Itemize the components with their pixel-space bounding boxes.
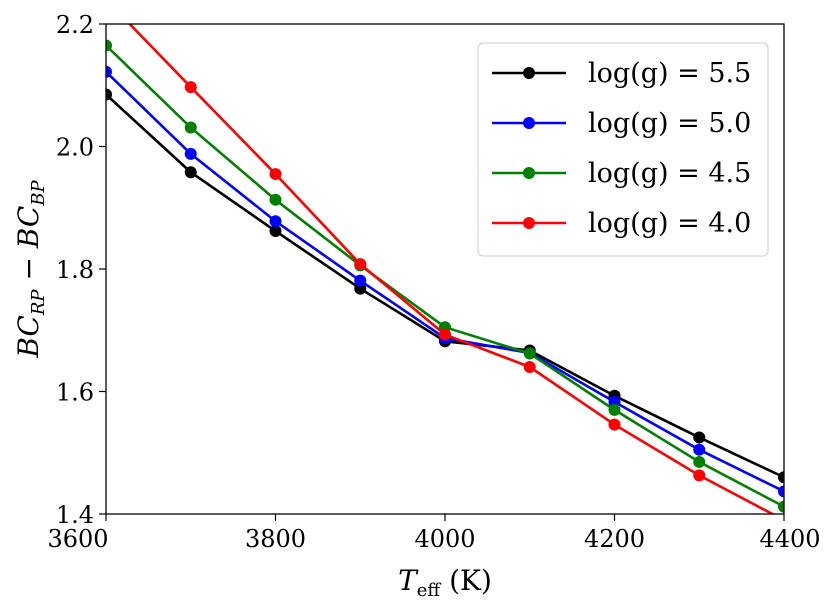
- legend-entry: log(g) = 4.5: [492, 158, 751, 189]
- data-point: [693, 455, 706, 468]
- x-tick-label: 3600: [47, 525, 108, 553]
- x-tick-label: 3800: [245, 525, 306, 553]
- data-point: [269, 168, 282, 181]
- data-point: [184, 121, 197, 134]
- data-point: [778, 500, 784, 513]
- data-point: [269, 225, 282, 238]
- legend: log(g) = 5.5 log(g) = 5.0 log(g) = 4.5 log(…: [477, 42, 769, 257]
- data-point: [106, 65, 112, 78]
- y-tick-label: 2.0: [56, 134, 94, 162]
- legend-box: [477, 42, 769, 257]
- ticks-layer: 3600 3800 4000 4200 4400 1.4 1.6 1.8 2.0 2.2: [47, 11, 820, 553]
- legend-label: log(g) = 4.5: [588, 158, 751, 189]
- legend-marker: [523, 217, 535, 229]
- data-point: [354, 274, 367, 287]
- data-point: [106, 88, 112, 101]
- data-point: [693, 431, 706, 444]
- legend-marker: [523, 67, 535, 79]
- data-point: [778, 471, 784, 484]
- series-layer: [100, 0, 784, 514]
- data-point: [184, 166, 197, 179]
- data-point: [269, 215, 282, 228]
- y-tick-label: 1.8: [56, 256, 94, 284]
- y-tick-label: 2.2: [56, 11, 94, 39]
- y-axis-label: BCRP − BCBP: [12, 179, 49, 358]
- data-point: [693, 469, 706, 482]
- data-point: [523, 361, 536, 373]
- data-point: [100, 0, 112, 6]
- legend-label: log(g) = 5.0: [588, 108, 751, 139]
- data-point: [184, 81, 197, 94]
- x-tick-label: 4000: [414, 525, 475, 553]
- legend-label: log(g) = 5.5: [588, 58, 751, 89]
- data-point: [523, 347, 536, 360]
- legend-marker: [523, 117, 535, 129]
- data-point: [608, 418, 621, 431]
- x-tick-label: 4400: [759, 525, 820, 553]
- x-tick-label: 4200: [584, 525, 645, 553]
- y-tick-label: 1.4: [56, 501, 94, 529]
- legend-entry: log(g) = 5.0: [492, 108, 751, 139]
- data-point: [693, 443, 706, 456]
- data-point: [608, 403, 621, 416]
- series-3: [100, 0, 776, 514]
- data-point: [106, 39, 112, 52]
- legend-marker: [523, 167, 535, 179]
- x-axis-label: Teff (K): [398, 564, 492, 601]
- legend-entry: log(g) = 5.5: [492, 58, 751, 89]
- data-point: [184, 147, 197, 160]
- data-point: [354, 258, 367, 271]
- legend-label: log(g) = 4.0: [588, 208, 751, 239]
- y-tick-label: 1.6: [56, 379, 94, 407]
- data-point: [269, 193, 282, 206]
- data-point: [778, 485, 784, 498]
- legend-entry: log(g) = 4.0: [492, 208, 751, 239]
- data-point: [439, 328, 451, 341]
